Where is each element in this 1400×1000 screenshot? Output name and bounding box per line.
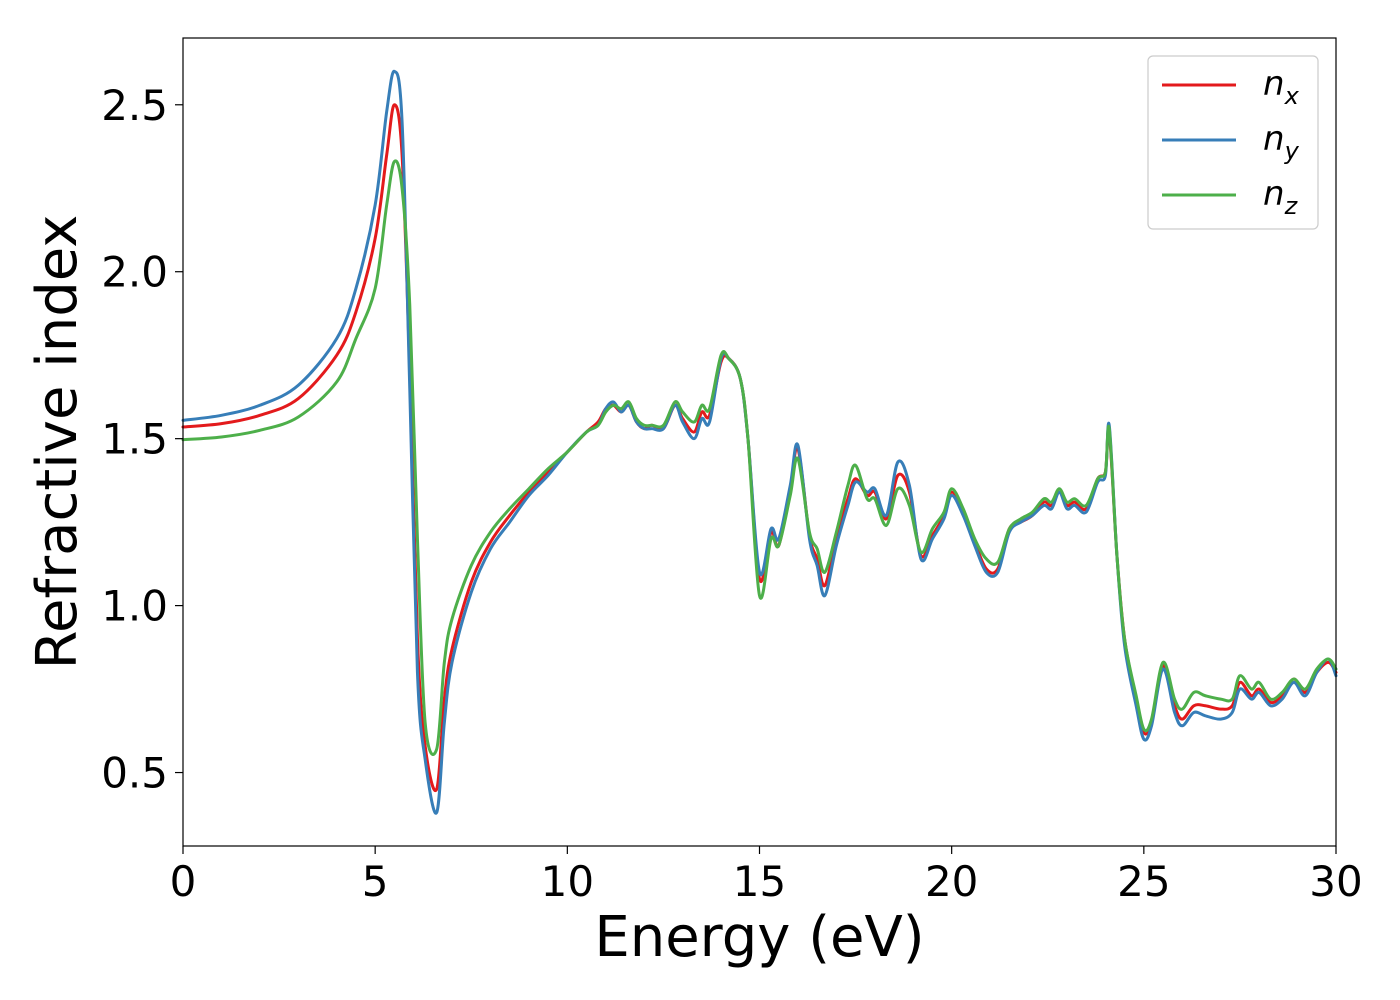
y-tick-label: 1.5 <box>101 415 168 464</box>
x-tick-label: 20 <box>925 857 978 906</box>
y-tick-label: 0.5 <box>101 749 168 798</box>
x-tick-label: 10 <box>541 857 594 906</box>
series-layer <box>181 69 1338 815</box>
series-line-z <box>181 159 1338 756</box>
legend-label-z: nz <box>1263 174 1299 220</box>
legend-label-y: ny <box>1263 119 1300 165</box>
legend: nx ny nz <box>1147 55 1319 230</box>
legend-label-x: nx <box>1263 64 1300 110</box>
x-tick-label: 25 <box>1117 857 1170 906</box>
series-line-y <box>181 69 1338 815</box>
x-tick-label: 30 <box>1309 857 1362 906</box>
y-tick-label: 1.0 <box>101 582 168 631</box>
y-axis-title: Refractive index <box>25 215 90 670</box>
x-tick-label: 15 <box>733 857 786 906</box>
x-axis-title: Energy (eV) <box>594 905 924 970</box>
x-axis: 0 5 10 15 20 25 30 <box>170 846 1363 906</box>
x-tick-label: 5 <box>362 857 389 906</box>
legend-box <box>1147 55 1319 230</box>
y-axis: 0.5 1.0 1.5 2.0 2.5 <box>101 81 183 798</box>
x-tick-label: 0 <box>170 857 197 906</box>
y-tick-label: 2.5 <box>101 81 168 130</box>
y-tick-label: 2.0 <box>101 248 168 297</box>
